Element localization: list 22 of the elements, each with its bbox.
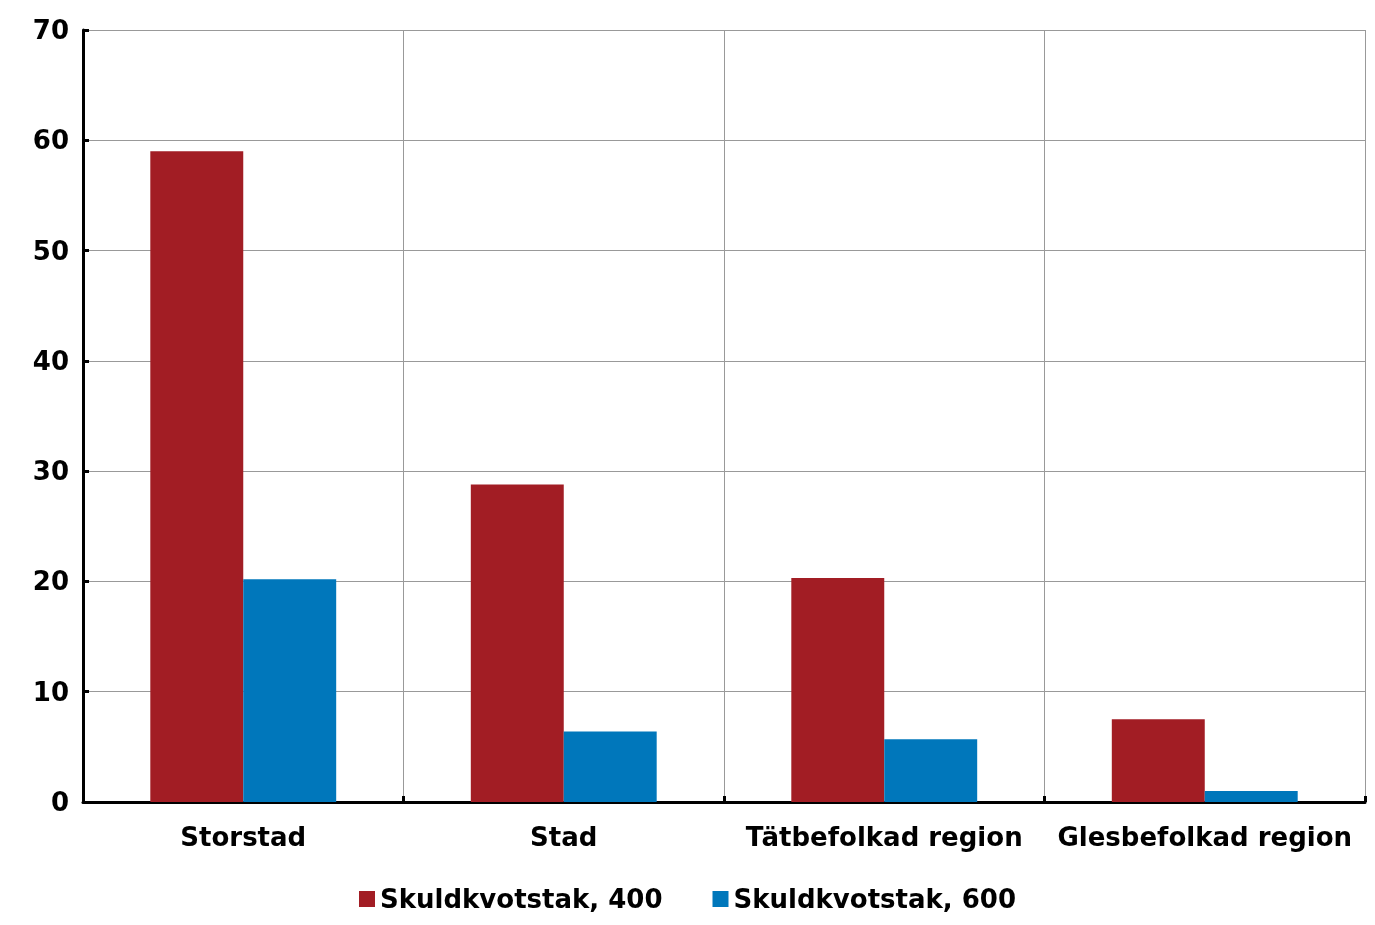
bar: [150, 151, 244, 802]
bar: [1204, 790, 1298, 802]
y-tick-label: 20: [32, 566, 69, 597]
x-tick-label: Storstad: [180, 822, 307, 852]
legend-label: Skuldkvotstak, 600: [733, 884, 1017, 914]
bar: [1111, 719, 1205, 802]
x-tick-label: Tätbefolkad region: [745, 822, 1023, 852]
y-tick-label: 30: [32, 456, 69, 487]
x-tick-label: Stad: [530, 822, 598, 852]
bar: [470, 484, 564, 802]
y-tick-label: 10: [32, 676, 69, 707]
y-tick-label: 60: [32, 125, 69, 156]
bar: [884, 739, 978, 802]
legend-label: Skuldkvotstak, 400: [379, 884, 663, 914]
y-tick-label: 40: [32, 345, 69, 376]
bar: [791, 578, 885, 802]
y-tick-label: 70: [32, 15, 69, 45]
x-tick-label: Glesbefolkad region: [1057, 822, 1353, 852]
y-tick-label: 0: [50, 787, 69, 817]
bar: [563, 731, 657, 802]
bar: [243, 579, 337, 802]
y-tick-label: 50: [32, 235, 69, 266]
